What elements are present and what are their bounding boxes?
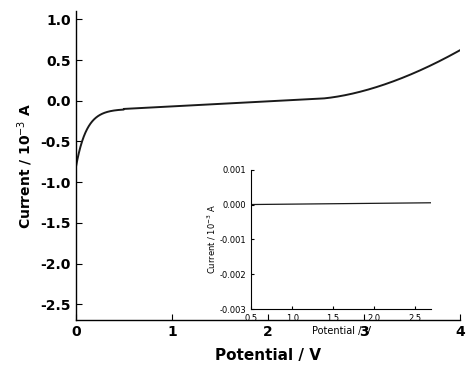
X-axis label: Potential / V: Potential / V [312,326,371,336]
Y-axis label: Current / 10$^{-3}$ A: Current / 10$^{-3}$ A [15,103,35,229]
X-axis label: Potential / V: Potential / V [215,348,321,363]
Y-axis label: Current / 10$^{-3}$ A: Current / 10$^{-3}$ A [206,204,218,274]
